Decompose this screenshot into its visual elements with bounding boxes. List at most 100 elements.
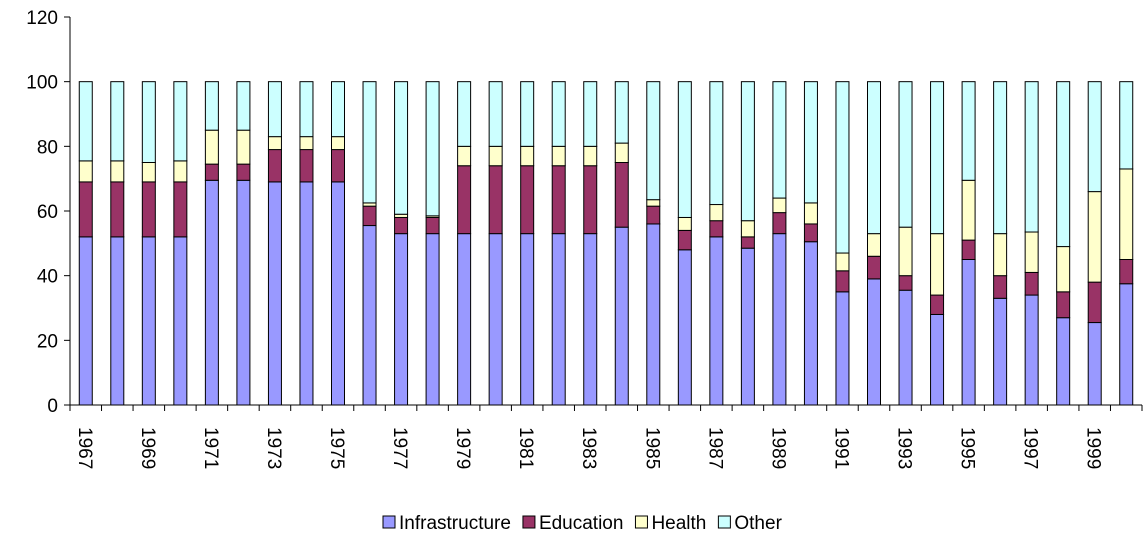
bar-segment [614, 142, 629, 164]
bar-segment [520, 165, 535, 235]
bar-segment [267, 136, 282, 151]
bar-segment [993, 233, 1008, 277]
bar-segment [677, 249, 692, 406]
bar-segment [1119, 283, 1134, 406]
bar-segment [362, 225, 377, 406]
bar-segment [362, 205, 377, 227]
bar-segment [236, 179, 251, 406]
legend: Infrastructure Education Health Other [382, 513, 783, 534]
bar-segment [677, 81, 692, 218]
bar-segment [488, 145, 503, 167]
bar-segment [803, 81, 818, 204]
bar-segment [78, 236, 93, 406]
bar-segment [394, 81, 409, 215]
bar-segment [835, 291, 850, 406]
y-tick-label: 120 [26, 8, 58, 29]
bar-segment [236, 129, 251, 165]
bar-segment [993, 297, 1008, 406]
bar-segment [1119, 259, 1134, 285]
bar-segment [299, 81, 314, 138]
bar-segment [551, 233, 566, 406]
bar-segment [867, 278, 881, 406]
bar-segment [299, 136, 314, 151]
legend-swatch [634, 515, 648, 529]
bar-segment [930, 294, 945, 315]
bar-segment [141, 162, 156, 183]
bar-segment [993, 81, 1008, 235]
bar-segment [173, 181, 188, 238]
x-tick-label: 1983 [578, 427, 599, 469]
bar-segment [614, 226, 629, 406]
bar-segment [677, 216, 692, 231]
x-tick-label: 1977 [389, 427, 410, 469]
legend-swatch [522, 515, 536, 529]
bar-segment [709, 204, 724, 222]
bar-segment [867, 81, 881, 235]
bar-segment [1056, 246, 1071, 293]
bar-segment [267, 81, 282, 138]
bar-segment [930, 81, 945, 235]
bar-segment [961, 259, 976, 406]
bar-segment [803, 202, 818, 225]
bar-segment [740, 236, 755, 249]
bar-segment [204, 129, 219, 165]
bar-segment [772, 233, 787, 406]
bar-segment [614, 162, 629, 228]
bar-segment [898, 226, 913, 277]
x-tick-label: 1995 [957, 427, 978, 469]
y-tick-label: 100 [26, 73, 58, 94]
bar-segment [961, 239, 976, 261]
bar-segment [772, 81, 787, 199]
bar-segment [646, 223, 661, 406]
x-tick-label: 1981 [515, 427, 536, 469]
x-tick-label: 1973 [263, 427, 284, 469]
x-tick-label: 1969 [137, 427, 158, 469]
x-tick-label: 1967 [74, 427, 95, 469]
y-tick-label: 0 [47, 396, 58, 417]
x-tick-label: 1993 [894, 427, 915, 469]
bar-segment [1056, 81, 1071, 248]
bar-segment [362, 81, 377, 204]
bar-segment [614, 81, 629, 144]
bar-segment [331, 181, 345, 406]
legend-label: Education [539, 513, 624, 534]
bar-segment [331, 136, 345, 151]
bar-segment [173, 160, 188, 183]
bar-segment [425, 81, 440, 217]
bar-segment [646, 205, 661, 225]
bar-segment [583, 165, 598, 235]
bar-segment [488, 233, 503, 406]
bar-segment [709, 236, 724, 406]
bar-segment [867, 255, 881, 280]
bar-segment [520, 233, 535, 406]
bar-segment [551, 81, 566, 147]
bar-segment [1056, 291, 1071, 319]
bar-segment [646, 81, 661, 201]
bar-segment [551, 165, 566, 235]
bar-segment [488, 81, 503, 147]
bar-segment [236, 81, 251, 131]
bar-segment [930, 233, 945, 296]
bar-segment [141, 181, 156, 238]
bar-segment [1087, 322, 1102, 406]
bar-segment [110, 160, 125, 183]
bar-segment [1119, 168, 1134, 260]
x-tick-label: 1987 [704, 427, 725, 469]
x-tick-label: 1991 [830, 427, 851, 469]
legend-label: Health [651, 513, 706, 534]
bar-segment [173, 81, 188, 162]
x-tick-label: 1979 [452, 427, 473, 469]
bar-segment [803, 223, 818, 243]
bar-segment [394, 216, 409, 235]
bar-segment [961, 179, 976, 241]
bar-segment [488, 165, 503, 235]
bar-segment [78, 81, 93, 162]
bar-segment [1087, 191, 1102, 283]
x-tick-label: 1985 [641, 427, 662, 469]
bar-segment [835, 252, 850, 272]
x-tick-label: 1975 [326, 427, 347, 469]
bar-segment [299, 149, 314, 183]
bar-segment [267, 181, 282, 406]
bar-segment [425, 233, 440, 406]
bar-segment [78, 160, 93, 183]
